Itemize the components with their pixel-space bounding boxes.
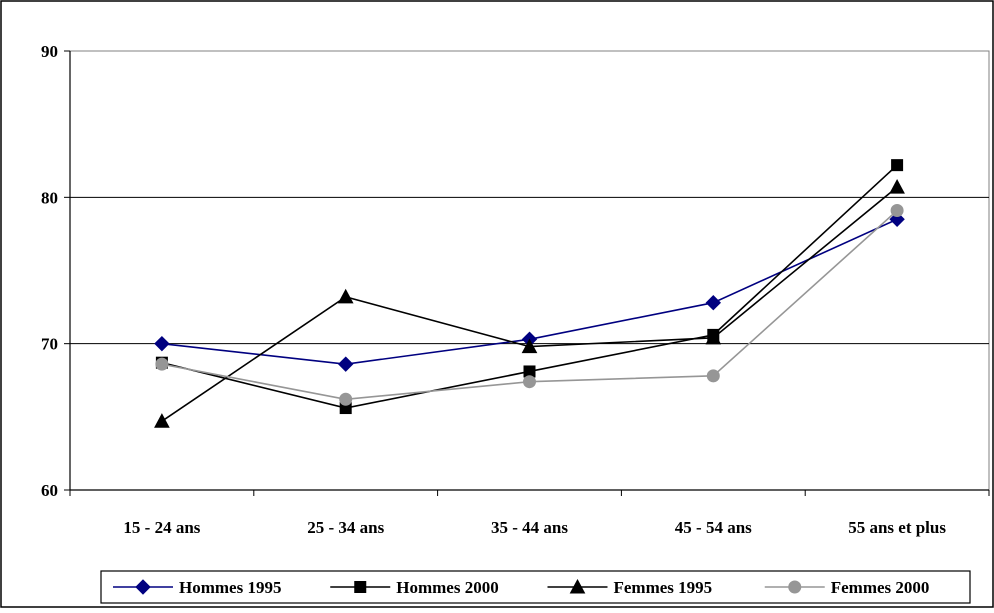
data-point [889, 179, 905, 194]
data-point [154, 335, 170, 352]
data-point [706, 369, 720, 383]
legend-item: Femmes 2000 [764, 578, 930, 597]
data-point [705, 294, 722, 311]
x-tick-label: 45 - 54 ans [675, 518, 752, 537]
legend-label: Hommes 1995 [179, 578, 281, 597]
data-point [154, 413, 170, 428]
data-point [891, 159, 904, 172]
series-triangle [154, 179, 905, 428]
data-point [337, 356, 354, 372]
legend-item: Hommes 2000 [330, 578, 499, 597]
legend-label: Femmes 2000 [831, 578, 930, 597]
x-tick-label: 25 - 34 ans [307, 518, 384, 537]
legend-item: Femmes 1995 [547, 578, 713, 597]
y-tick-label: 60 [41, 481, 58, 500]
legend-marker [788, 580, 802, 594]
y-tick-label: 80 [41, 188, 58, 207]
x-tick-label: 55 ans et plus [848, 518, 946, 537]
x-tick-label: 15 - 24 ans [123, 518, 200, 537]
plot-area [69, 50, 990, 491]
data-point [155, 357, 169, 371]
legend-marker [354, 581, 367, 593]
legend-marker [135, 579, 151, 595]
data-point [337, 288, 354, 304]
data-point [521, 338, 538, 354]
legend-label: Hommes 2000 [396, 578, 498, 597]
data-point [339, 392, 353, 406]
x-tick-label: 35 - 44 ans [491, 518, 568, 537]
data-point [890, 204, 904, 218]
y-tick-label: 70 [41, 335, 58, 354]
legend-marker [569, 578, 586, 594]
data-point [705, 329, 722, 345]
legend-item: Hommes 1995 [113, 578, 281, 597]
legend-label: Femmes 1995 [614, 578, 713, 597]
legend-box [100, 570, 971, 604]
data-point [523, 375, 536, 389]
series-circle [155, 204, 904, 406]
y-tick-label: 90 [41, 42, 58, 61]
